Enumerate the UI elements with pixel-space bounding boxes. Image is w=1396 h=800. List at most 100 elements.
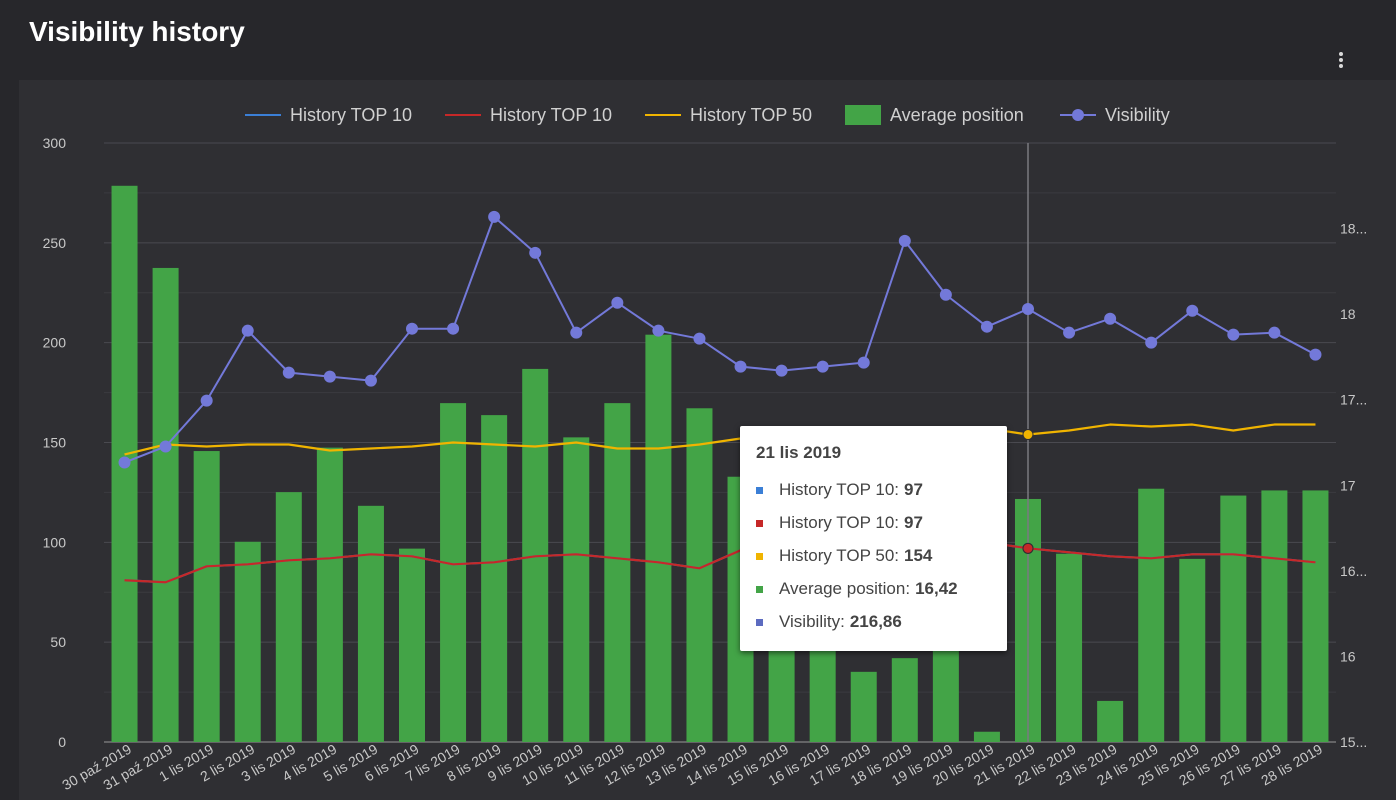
y-tick-label-left: 200: [43, 335, 67, 351]
legend-item: History TOP 50: [645, 105, 812, 125]
legend-label: Visibility: [1105, 105, 1170, 125]
legend-item: History TOP 10: [245, 105, 412, 125]
bar: [193, 451, 220, 742]
bar: [440, 403, 467, 742]
bar: [1097, 700, 1124, 742]
series-line: [124, 215, 1316, 464]
legend-label: History TOP 50: [690, 105, 812, 125]
bar: [275, 492, 302, 742]
data-point: [1022, 303, 1034, 316]
more-vert-icon[interactable]: [1331, 50, 1351, 72]
tooltip-label: Average position:: [779, 579, 911, 598]
tooltip-row: History TOP 50: 154: [756, 546, 991, 579]
bar: [399, 548, 425, 742]
tooltip-value: 97: [904, 480, 923, 499]
bar: [891, 658, 918, 742]
tooltip-value: 216,86: [849, 612, 902, 631]
legend-swatch: [756, 553, 763, 560]
y-tick-label-right: 16: [1340, 648, 1356, 664]
tooltip-label: History TOP 10:: [779, 513, 899, 532]
data-point: [1268, 326, 1281, 339]
legend-swatch: [756, 520, 763, 527]
data-point: [857, 356, 870, 369]
y-tick-label-right: 15...: [1340, 734, 1367, 750]
data-point: [1104, 312, 1117, 325]
tooltip-row: Visibility: 216,86: [756, 612, 991, 645]
data-point: [447, 322, 460, 335]
data-point: [159, 440, 172, 453]
data-point: [1145, 336, 1158, 349]
legend-label: Average position: [890, 105, 1024, 125]
legend-label: History TOP 10: [490, 105, 612, 125]
legend-swatch: [756, 619, 763, 626]
highlight-point: [1022, 542, 1034, 554]
data-point: [1063, 326, 1076, 339]
data-point: [611, 296, 624, 309]
data-point: [488, 210, 501, 223]
data-point: [1227, 328, 1240, 341]
legend-swatch: [845, 105, 881, 125]
bar: [152, 267, 179, 742]
legend-swatch: [756, 586, 763, 593]
data-point: [939, 288, 952, 301]
data-point: [1186, 304, 1199, 317]
y-tick-label-left: 0: [58, 734, 66, 750]
tooltip-label: Visibility:: [779, 612, 845, 631]
bar: [234, 541, 261, 742]
y-tick-label-right: 17: [1340, 477, 1356, 493]
bar: [316, 447, 343, 742]
data-point: [734, 360, 747, 373]
data-point: [693, 332, 706, 345]
bar: [1220, 495, 1247, 742]
tooltip-value: 16,42: [915, 579, 958, 598]
bar: [563, 437, 590, 742]
y-tick-label-left: 100: [43, 534, 67, 550]
y-tick-label-right: 16...: [1340, 563, 1367, 579]
legend-marker: [1072, 109, 1084, 121]
y-tick-label-right: 18...: [1340, 221, 1367, 237]
y-tick-label-left: 300: [43, 135, 67, 151]
chart-tooltip: 21 lis 2019 History TOP 10: 97 History T…: [740, 426, 1007, 651]
bar: [357, 505, 384, 742]
legend-swatch: [756, 487, 763, 494]
series-line: [124, 423, 1316, 456]
bar: [1179, 558, 1206, 742]
bar: [481, 415, 508, 742]
data-point: [323, 370, 336, 383]
data-point: [529, 246, 542, 259]
bar: [645, 334, 672, 742]
tooltip-value: 97: [904, 513, 923, 532]
chart-panel: 0 50 100 150 200 250 300 15... 16 16... 17 17... 18 1…: [19, 80, 1396, 800]
bar: [604, 403, 631, 742]
legend-item: Visibility: [1060, 105, 1170, 125]
y-tick-label-right: 18: [1340, 306, 1356, 322]
y-tick-label-left: 150: [43, 435, 67, 451]
data-point: [118, 456, 131, 469]
y-tick-label-left: 250: [43, 235, 67, 251]
tooltip-title: 21 lis 2019: [756, 443, 842, 462]
data-point: [200, 394, 213, 407]
data-point: [898, 234, 911, 247]
data-point: [406, 322, 418, 335]
bar: [686, 408, 713, 742]
data-point: [241, 324, 254, 337]
bar: [1138, 488, 1165, 742]
bar: [932, 644, 959, 742]
bar: [1261, 490, 1288, 742]
legend-item: History TOP 10: [445, 105, 612, 125]
data-point: [570, 326, 583, 339]
visibility-chart[interactable]: 0 50 100 150 200 250 300 15... 16 16... 17 17... 18 1…: [19, 80, 1396, 800]
data-point: [980, 320, 993, 333]
data-point: [816, 360, 829, 373]
y-tick-label-right: 17...: [1340, 392, 1367, 408]
bar: [973, 731, 1000, 742]
highlight-point: [1022, 429, 1034, 441]
data-point: [775, 364, 788, 377]
tooltip-label: History TOP 50:: [779, 546, 899, 565]
bar: [1056, 553, 1083, 742]
bar: [1302, 490, 1329, 742]
data-point: [652, 324, 665, 337]
page-title: Visibility history: [29, 16, 245, 47]
series-line: [124, 541, 1316, 584]
data-point: [364, 374, 377, 387]
